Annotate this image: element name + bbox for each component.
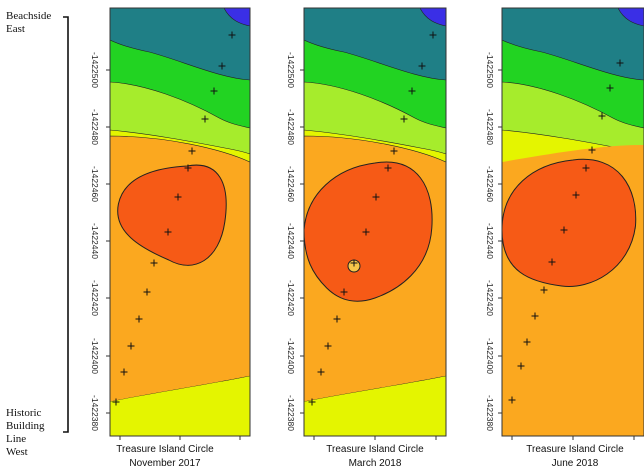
top-side-label-line2: East — [6, 23, 25, 35]
plus-icon — [333, 315, 341, 323]
y-tick-label: -1422380 — [485, 395, 495, 431]
plus-icon — [308, 398, 316, 406]
plus-icon — [150, 259, 158, 267]
plus-icon — [362, 228, 370, 236]
y-tick-label: -1422460 — [485, 166, 495, 202]
side-bracket — [63, 16, 69, 433]
plus-icon — [210, 87, 218, 95]
y-tick-label: -1422420 — [286, 280, 296, 316]
y-tick-label: -1422480 — [485, 109, 495, 145]
panel-date-label: November 2017 — [129, 458, 201, 469]
plus-icon — [540, 286, 548, 294]
plus-icon — [174, 193, 182, 201]
plus-icon — [201, 115, 209, 123]
contour-panel-mar2018 — [303, 7, 447, 437]
plus-icon — [390, 147, 398, 155]
plus-icon — [350, 259, 358, 267]
plus-icon — [135, 315, 143, 323]
plus-icon — [582, 164, 590, 172]
plus-icon — [408, 87, 416, 95]
contour-hotspot-zone — [117, 164, 227, 266]
y-tick-label: -1422480 — [286, 109, 296, 145]
bottom-side-label-line2: Building — [6, 420, 45, 432]
plus-icon — [531, 312, 539, 320]
plus-icon — [598, 112, 606, 120]
plus-icon — [127, 342, 135, 350]
bottom-side-label-line1: Historic — [6, 407, 42, 419]
plus-icon — [218, 62, 226, 70]
y-tick-label: -1422500 — [90, 52, 100, 88]
contour-blue-zone — [617, 8, 644, 27]
plus-icon — [164, 228, 172, 236]
contour-yellow-bottom-zone — [304, 376, 446, 436]
y-tick-label: -1422460 — [90, 166, 100, 202]
contour-blue-zone — [419, 8, 446, 27]
contour-yellow-bottom-zone — [110, 376, 250, 436]
x-axis-label: Treasure Island Circle — [326, 444, 424, 455]
plus-icon — [120, 368, 128, 376]
plus-icon — [508, 396, 516, 404]
y-tick-label: -1422380 — [90, 395, 100, 431]
top-side-label-line1: Beachside — [6, 10, 52, 22]
plus-icon — [184, 164, 192, 172]
plus-icon — [429, 31, 437, 39]
plus-icon — [517, 362, 525, 370]
contour-panel-jun2018 — [501, 7, 644, 437]
plus-icon — [340, 288, 348, 296]
plus-icon — [616, 59, 624, 67]
bottom-side-label: Historic Building Line West — [6, 407, 45, 459]
plus-icon — [560, 226, 568, 234]
plus-icon — [400, 115, 408, 123]
plus-icon — [418, 62, 426, 70]
y-tick-label: -1422440 — [286, 223, 296, 259]
x-axis-label: Treasure Island Circle — [116, 444, 214, 455]
plus-icon — [384, 164, 392, 172]
plus-icon — [588, 146, 596, 154]
plus-icon — [324, 342, 332, 350]
plus-icon — [188, 147, 196, 155]
y-tick-label: -1422420 — [90, 280, 100, 316]
y-tick-label: -1422460 — [286, 166, 296, 202]
plus-icon — [523, 338, 531, 346]
panel-date-label: March 2018 — [349, 458, 402, 469]
y-tick-label: -1422500 — [286, 52, 296, 88]
y-tick-label: -1422500 — [485, 52, 495, 88]
y-tick-label: -1422420 — [485, 280, 495, 316]
contour-hotspot-zone — [502, 158, 637, 287]
plus-icon — [572, 191, 580, 199]
contour-panel-nov2017 — [109, 7, 251, 437]
y-tick-label: -1422400 — [286, 338, 296, 374]
plus-icon — [372, 193, 380, 201]
top-side-label: Beachside East — [6, 10, 51, 36]
x-axis-label: Treasure Island Circle — [526, 444, 624, 455]
contour-blue-zone — [223, 8, 250, 27]
y-tick-label: -1422400 — [485, 338, 495, 374]
y-tick-label: -1422400 — [90, 338, 100, 374]
plus-icon — [228, 31, 236, 39]
y-tick-label: -1422480 — [90, 109, 100, 145]
plus-icon — [548, 258, 556, 266]
plus-icon — [112, 398, 120, 406]
plus-icon — [317, 368, 325, 376]
plus-icon — [143, 288, 151, 296]
bottom-side-label-line3: Line — [6, 433, 27, 445]
y-tick-label: -1422380 — [286, 395, 296, 431]
plus-icon — [606, 84, 614, 92]
panel-date-label: June 2018 — [552, 458, 599, 469]
y-tick-label: -1422440 — [90, 223, 100, 259]
bottom-side-label-line4: West — [6, 446, 28, 458]
y-tick-label: -1422440 — [485, 223, 495, 259]
